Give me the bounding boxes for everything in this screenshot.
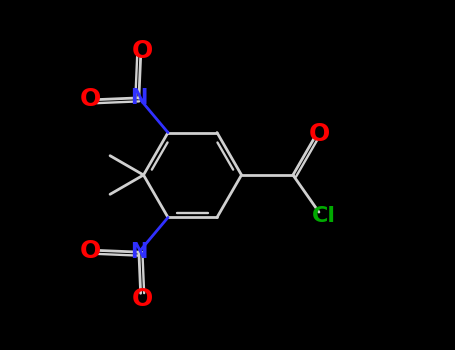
Text: N: N	[130, 88, 147, 108]
Text: N: N	[130, 242, 147, 262]
Text: O: O	[308, 122, 329, 146]
Text: O: O	[80, 87, 101, 111]
Text: Cl: Cl	[312, 206, 336, 226]
Text: O: O	[132, 287, 153, 311]
Text: O: O	[132, 40, 153, 63]
Text: O: O	[80, 239, 101, 263]
